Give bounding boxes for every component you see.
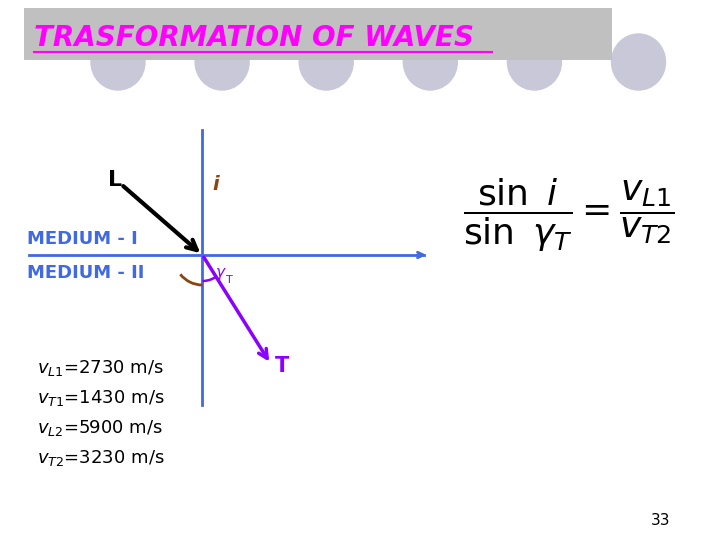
Circle shape (300, 34, 354, 90)
Text: $v_{L2}$=5900 m/s: $v_{L2}$=5900 m/s (37, 418, 163, 438)
Text: $\gamma$: $\gamma$ (215, 266, 227, 282)
Text: MEDIUM - II: MEDIUM - II (27, 264, 145, 282)
Text: 33: 33 (650, 513, 670, 528)
Circle shape (611, 34, 665, 90)
Circle shape (91, 34, 145, 90)
Text: $v_{T1}$=1430 m/s: $v_{T1}$=1430 m/s (37, 388, 164, 408)
Circle shape (403, 34, 457, 90)
Text: i: i (212, 175, 219, 194)
Text: T: T (225, 275, 233, 285)
Circle shape (195, 34, 249, 90)
Text: $\dfrac{\sin\ i}{\sin\ \gamma_T} = \dfrac{v_{L1}}{v_{T2}}$: $\dfrac{\sin\ i}{\sin\ \gamma_T} = \dfra… (463, 177, 675, 254)
FancyBboxPatch shape (24, 8, 612, 60)
Text: $v_{L1}$=2730 m/s: $v_{L1}$=2730 m/s (37, 358, 163, 378)
Circle shape (508, 34, 562, 90)
Text: T: T (274, 356, 289, 376)
Text: TRASFORMATION OF WAVES: TRASFORMATION OF WAVES (34, 24, 474, 52)
Text: $v_{T2}$=3230 m/s: $v_{T2}$=3230 m/s (37, 448, 164, 468)
Text: MEDIUM - I: MEDIUM - I (27, 230, 138, 248)
Text: L: L (108, 170, 122, 190)
